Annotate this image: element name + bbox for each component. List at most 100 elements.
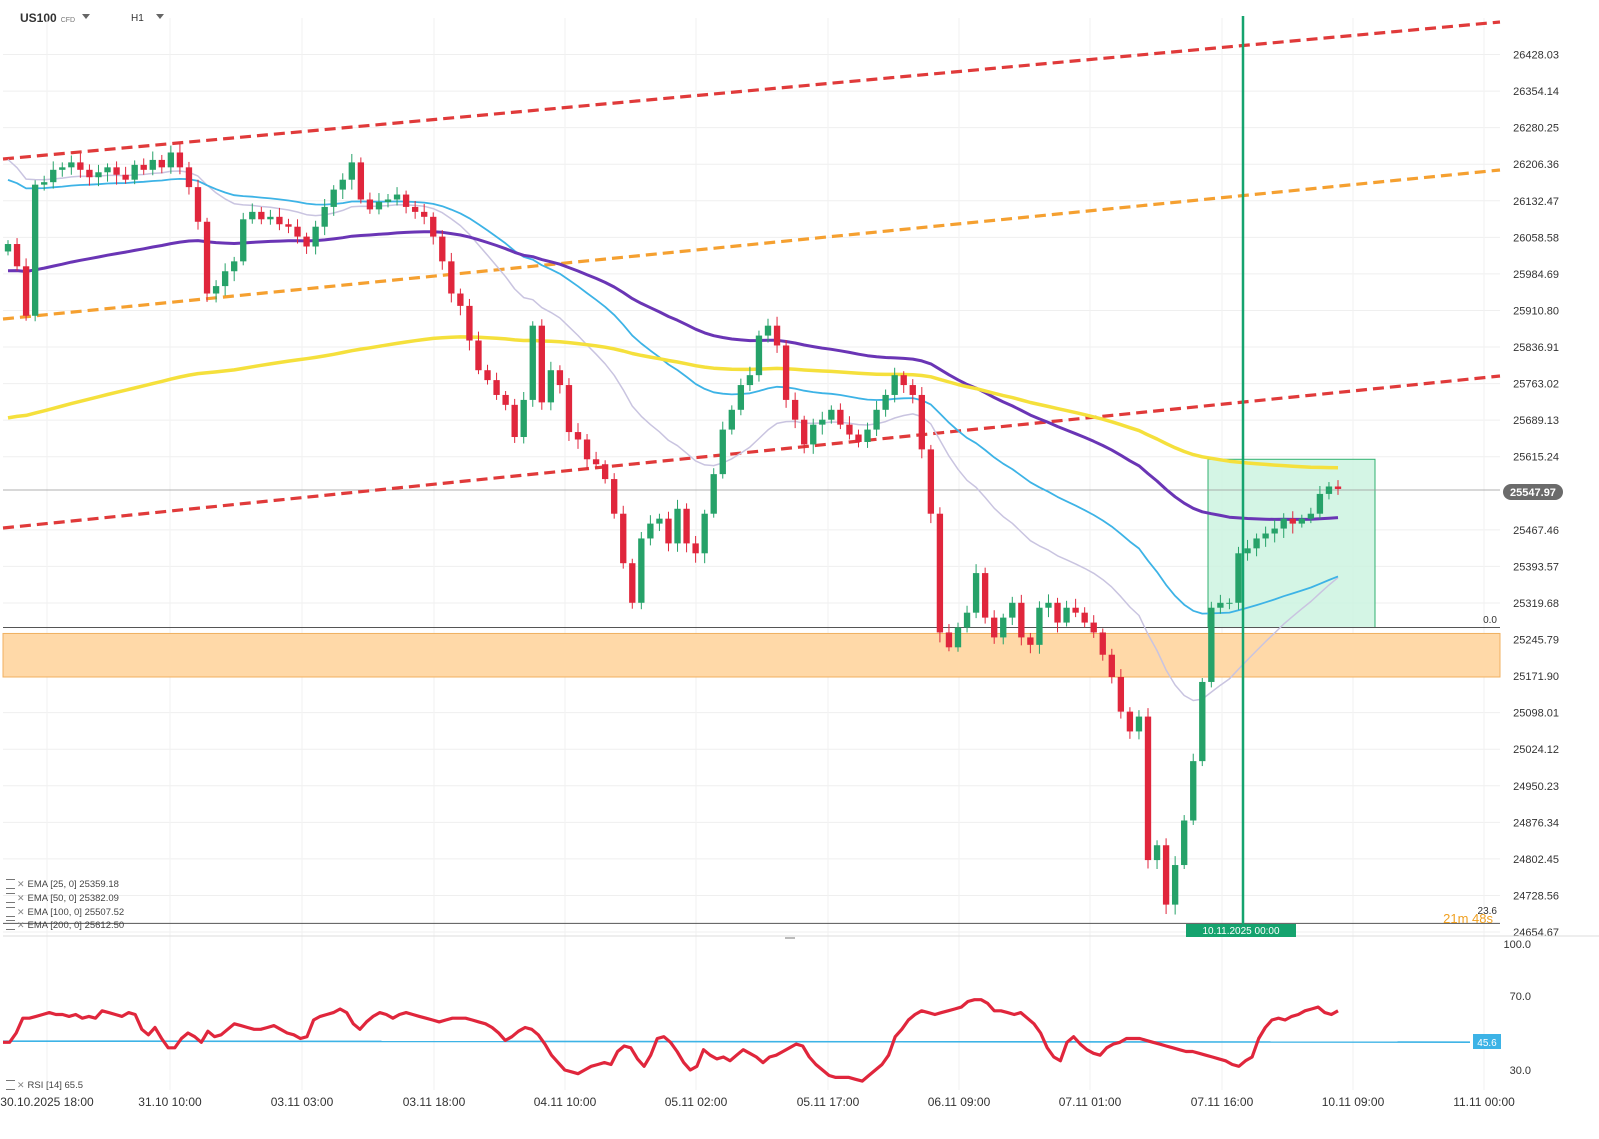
- price-tick-label: 25098.01: [1513, 708, 1559, 720]
- time-tick-label: 07.11 01:00: [1059, 1095, 1122, 1109]
- settings-icon[interactable]: [6, 907, 15, 918]
- bull-candle: [1244, 548, 1251, 554]
- bull-candle: [41, 182, 48, 185]
- bull-candle: [737, 385, 745, 410]
- bear-candle: [1081, 612, 1088, 623]
- price-tick-label: 24728.56: [1513, 890, 1559, 902]
- rsi-level-text: 45.6: [1477, 1038, 1497, 1049]
- bear-candle: [475, 340, 482, 371]
- time-tick-label: 10.11 09:00: [1322, 1095, 1385, 1109]
- bear-candle: [285, 224, 292, 227]
- bear-candle: [918, 394, 925, 450]
- bear-candle: [203, 221, 211, 294]
- settings-icon[interactable]: [6, 1080, 15, 1091]
- bear-candle: [565, 385, 573, 433]
- close-icon[interactable]: ✕: [17, 907, 25, 917]
- ema50-line: [7, 177, 1339, 615]
- close-icon[interactable]: ✕: [17, 920, 25, 930]
- bull-candle: [221, 271, 229, 287]
- bull-candle: [384, 199, 392, 202]
- bull-candle: [547, 370, 555, 403]
- legend-ema200[interactable]: ✕ EMA [200, 0] 25612.50: [6, 920, 124, 931]
- timeframe-selector[interactable]: H1: [131, 13, 144, 24]
- legend-ema50[interactable]: ✕ EMA [50, 0] 25382.09: [6, 893, 119, 904]
- close-icon[interactable]: ✕: [17, 879, 25, 889]
- bear-candle: [1126, 711, 1134, 732]
- settings-icon[interactable]: [6, 893, 15, 904]
- rsi-tick-label: 30.0: [1510, 1065, 1531, 1077]
- price-axis[interactable]: 26428.03 26354.14 26280.25 26206.36 26132.47…: [1513, 50, 1559, 940]
- bull-candle: [1045, 602, 1052, 608]
- bear-candle: [601, 464, 609, 480]
- bear-candle: [502, 394, 509, 405]
- bear-candle: [1289, 518, 1296, 524]
- legend-rsi-label: RSI [14] 65.5: [27, 1080, 83, 1091]
- time-tick-label: 03.11 18:00: [403, 1095, 466, 1109]
- bear-candle: [1162, 845, 1170, 905]
- rsi-tick-label: 70.0: [1510, 991, 1531, 1003]
- bull-candle: [1262, 533, 1269, 539]
- close-icon[interactable]: ✕: [17, 1080, 25, 1090]
- bear-candle: [457, 293, 464, 306]
- price-tick-label: 24654.67: [1513, 927, 1559, 939]
- bear-candle: [855, 434, 862, 442]
- bull-candle: [312, 226, 319, 247]
- bear-candle: [927, 449, 935, 514]
- bull-candle: [1063, 607, 1070, 623]
- bear-candle: [13, 244, 21, 267]
- trend-channels[interactable]: [2, 20, 1501, 530]
- bear-candle: [665, 518, 672, 544]
- bull-candle: [972, 573, 980, 613]
- bear-candle: [611, 479, 618, 514]
- time-axis[interactable]: 30.10.2025 18:00 31.10 10:00 03.11 03:00 03…: [0, 1095, 1515, 1109]
- bull-candle: [828, 409, 835, 420]
- symbol-dropdown-icon[interactable]: [82, 14, 90, 19]
- bear-candle: [629, 563, 636, 603]
- bull-candle: [746, 375, 754, 386]
- bull-candle: [1036, 607, 1043, 645]
- bull-candle: [954, 627, 962, 648]
- bear-candle: [22, 266, 30, 316]
- legend-rsi[interactable]: ✕ RSI [14] 65.5: [6, 1080, 83, 1091]
- timeframe-dropdown-icon[interactable]: [156, 14, 164, 19]
- bear-candle: [276, 216, 283, 225]
- price-tick-label: 25910.80: [1513, 305, 1559, 317]
- bear-candle: [782, 345, 790, 400]
- rsi-level-tag: [1473, 1034, 1501, 1049]
- bear-candle: [86, 169, 93, 178]
- bull-candle: [719, 429, 726, 475]
- bull-candle: [393, 194, 401, 200]
- settings-icon[interactable]: [6, 879, 15, 890]
- bear-candle: [402, 194, 410, 207]
- bear-candle: [538, 325, 545, 403]
- legend-ema50-label: EMA [50, 0] 25382.09: [27, 893, 119, 904]
- bear-candle: [77, 162, 84, 170]
- bear-candle: [439, 236, 446, 262]
- bull-candle: [321, 206, 328, 227]
- rsi-line: [3, 998, 1339, 1083]
- legend-ema100-label: EMA [100, 0] 25507.52: [27, 907, 125, 918]
- bear-candle: [1018, 602, 1025, 638]
- rsi-level-line: [2, 1040, 1471, 1043]
- price-tick-label: 25024.12: [1513, 744, 1559, 756]
- legend-ema25[interactable]: ✕ EMA [25, 0] 25359.18: [6, 879, 119, 890]
- bear-candle: [366, 199, 374, 210]
- bull-candle: [1199, 681, 1206, 762]
- settings-icon[interactable]: [6, 920, 15, 931]
- bull-candle: [68, 162, 75, 168]
- bull-candle: [31, 184, 39, 316]
- bear-candle: [1054, 602, 1061, 623]
- time-tick-label: 04.11 10:00: [534, 1095, 597, 1109]
- bull-candle: [1190, 761, 1197, 821]
- price-tick-label: 25171.90: [1513, 671, 1559, 683]
- bull-candle: [339, 179, 346, 190]
- legend-ema100[interactable]: ✕ EMA [100, 0] 25507.52: [6, 907, 124, 918]
- bear-candle: [421, 211, 428, 217]
- close-icon[interactable]: ✕: [17, 893, 25, 903]
- symbol-selector[interactable]: US100 CFD: [20, 11, 75, 25]
- bull-candle: [1307, 513, 1315, 519]
- price-tick-label: 25319.68: [1513, 598, 1559, 610]
- bear-candle: [981, 573, 989, 618]
- bear-candle: [140, 164, 147, 170]
